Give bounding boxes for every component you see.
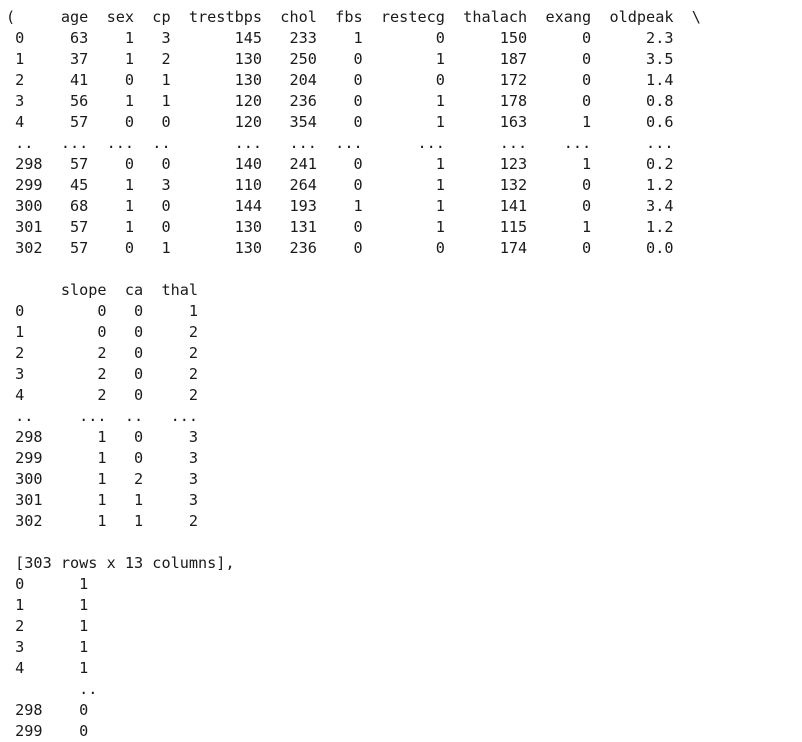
output-line: .. ... ... .. ... ... ... ... ... ... ..… [6, 134, 674, 152]
output-line [6, 259, 701, 280]
output-line: 0 0 0 1 [6, 302, 199, 320]
output-line: .. [6, 680, 98, 698]
output-line: 1 1 [6, 596, 89, 614]
output-line: 0 1 [6, 575, 89, 593]
output-line: 299 45 1 3 110 264 0 1 132 0 1.2 [6, 176, 674, 194]
output-line: 301 57 1 0 130 131 0 1 115 1 1.2 [6, 218, 674, 236]
output-line: 302 1 1 2 [6, 512, 199, 530]
output-line: 298 1 0 3 [6, 428, 199, 446]
output-line: 298 0 [6, 701, 89, 719]
output-line: ( age sex cp trestbps chol fbs restecg t… [6, 8, 701, 26]
console-output: ( age sex cp trestbps chol fbs restecg t… [6, 7, 701, 742]
output-line: 4 57 0 0 120 354 0 1 163 1 0.6 [6, 113, 674, 131]
output-line [6, 532, 701, 553]
output-line: 2 2 0 2 [6, 344, 199, 362]
output-line: [303 rows x 13 columns], [6, 554, 235, 572]
output-line: 302 57 0 1 130 236 0 0 174 0 0.0 [6, 239, 674, 257]
output-line: 300 68 1 0 144 193 1 1 141 0 3.4 [6, 197, 674, 215]
output-line: slope ca thal [6, 281, 199, 299]
output-line: 298 57 0 0 140 241 0 1 123 1 0.2 [6, 155, 674, 173]
output-line: 2 41 0 1 130 204 0 0 172 0 1.4 [6, 71, 674, 89]
output-line: 300 1 2 3 [6, 470, 199, 488]
output-line: 1 37 1 2 130 250 0 1 187 0 3.5 [6, 50, 674, 68]
output-line: 2 1 [6, 617, 89, 635]
output-line: 4 2 0 2 [6, 386, 199, 404]
output-line: .. ... .. ... [6, 407, 199, 425]
output-line: 1 0 0 2 [6, 323, 199, 341]
output-line: 0 63 1 3 145 233 1 0 150 0 2.3 [6, 29, 674, 47]
output-line: 299 0 [6, 722, 89, 740]
output-line: 301 1 1 3 [6, 491, 199, 509]
output-line: 3 56 1 1 120 236 0 1 178 0 0.8 [6, 92, 674, 110]
output-line: 299 1 0 3 [6, 449, 199, 467]
output-line: 3 2 0 2 [6, 365, 199, 383]
output-line: 3 1 [6, 638, 89, 656]
output-line: 4 1 [6, 659, 89, 677]
